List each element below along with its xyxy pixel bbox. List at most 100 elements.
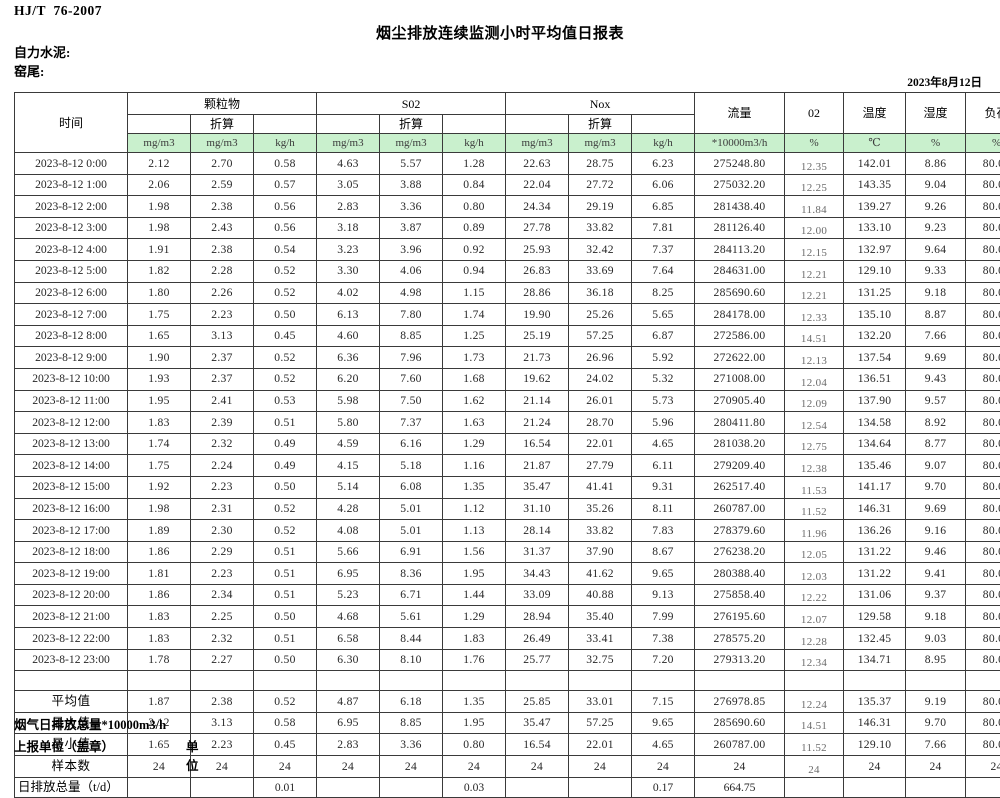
cell-nox-mgm3: 25.93 [506, 239, 569, 261]
cell-nox-kgh: 9.31 [632, 476, 695, 498]
unit-load: % [966, 134, 1000, 153]
cell-pm-mgm3: 1.83 [128, 606, 191, 628]
cell-humidity: 9.64 [906, 239, 966, 261]
summary-so2-mgm3: 6.95 [317, 712, 380, 734]
cell-so2-kgh: 1.29 [443, 606, 506, 628]
cell-time: 2023-8-12 1:00 [15, 174, 128, 196]
cell-time: 2023-8-12 19:00 [15, 563, 128, 585]
cell-so2-conv: 4.98 [380, 282, 443, 304]
report-page: HJ/T 76-2007 烟尘排放连续监测小时平均值日报表 自力水泥: 窑尾: … [0, 0, 1000, 753]
cell-pm-kgh: 0.53 [254, 390, 317, 412]
summary-so2-kgh: 1.35 [443, 691, 506, 713]
daily-total-o2 [785, 777, 844, 798]
cell-load: 80.00 [966, 433, 1000, 455]
cell-nox-kgh: 7.38 [632, 628, 695, 650]
cell-nox-conv: 29.19 [569, 196, 632, 218]
cell-nox-mgm3: 16.54 [506, 433, 569, 455]
cell-load: 80.00 [966, 347, 1000, 369]
cell-so2-kgh: 1.74 [443, 304, 506, 326]
cell-pm-kgh: 0.51 [254, 628, 317, 650]
table-spacer-row [15, 671, 1000, 691]
cell-humidity: 7.66 [906, 325, 966, 347]
summary-so2-conv: 8.85 [380, 712, 443, 734]
cell-nox-mgm3: 19.90 [506, 304, 569, 326]
cell-temp: 136.51 [844, 368, 906, 390]
cell-pm-mgm3: 1.75 [128, 304, 191, 326]
cell-load: 80.00 [966, 368, 1000, 390]
cell-o2: 12.13 [785, 347, 844, 369]
cell-humidity: 9.18 [906, 282, 966, 304]
summary-so2-mgm3: 4.87 [317, 691, 380, 713]
cell-nox-mgm3: 31.10 [506, 498, 569, 520]
cell-o2: 11.84 [785, 196, 844, 218]
cell-time: 2023-8-12 16:00 [15, 498, 128, 520]
cell-time: 2023-8-12 17:00 [15, 520, 128, 542]
cell-nox-mgm3: 28.86 [506, 282, 569, 304]
cell-pm-mgm3: 2.12 [128, 153, 191, 175]
cell-so2-conv: 7.80 [380, 304, 443, 326]
summary-load: 80.00 [966, 712, 1000, 734]
cell-humidity: 8.87 [906, 304, 966, 326]
cell-nox-conv: 24.02 [569, 368, 632, 390]
cell-nox-mgm3: 19.62 [506, 368, 569, 390]
cell-nox-kgh: 6.85 [632, 196, 695, 218]
cell-nox-mgm3: 24.34 [506, 196, 569, 218]
cell-so2-mgm3: 4.59 [317, 433, 380, 455]
cell-nox-kgh: 7.20 [632, 649, 695, 671]
cell-o2: 12.04 [785, 368, 844, 390]
cell-pm-conv: 2.27 [191, 649, 254, 671]
cell-so2-kgh: 1.25 [443, 325, 506, 347]
footer-unit-label: 单位 [186, 736, 199, 774]
cell-humidity: 9.41 [906, 563, 966, 585]
monitoring-point-name: 窑尾: [14, 61, 44, 80]
cell-load: 80.00 [966, 239, 1000, 261]
cell-pm-kgh: 0.52 [254, 498, 317, 520]
header-pm-kgh-blank [254, 115, 317, 134]
cell-o2: 12.25 [785, 174, 844, 196]
cell-humidity: 9.69 [906, 498, 966, 520]
cell-nox-kgh: 5.73 [632, 390, 695, 412]
cell-nox-conv: 35.26 [569, 498, 632, 520]
unit-pm-conv-mgm3: mg/m3 [191, 134, 254, 153]
cell-pm-kgh: 0.57 [254, 174, 317, 196]
cell-load: 80.00 [966, 541, 1000, 563]
cell-so2-mgm3: 5.98 [317, 390, 380, 412]
unit-nox-kgh: kg/h [632, 134, 695, 153]
cell-temp: 135.46 [844, 455, 906, 477]
summary-nox-kgh: 7.15 [632, 691, 695, 713]
cell-time: 2023-8-12 23:00 [15, 649, 128, 671]
summary-nox-conv: 33.01 [569, 691, 632, 713]
cell-time: 2023-8-12 14:00 [15, 455, 128, 477]
cell-flow: 275032.20 [695, 174, 785, 196]
cell-pm-conv: 2.38 [191, 239, 254, 261]
cell-humidity: 9.07 [906, 455, 966, 477]
cell-humidity: 9.69 [906, 347, 966, 369]
cell-load: 80.00 [966, 606, 1000, 628]
cell-nox-mgm3: 21.87 [506, 455, 569, 477]
cell-nox-kgh: 5.92 [632, 347, 695, 369]
cell-flow: 270905.40 [695, 390, 785, 412]
cell-nox-kgh: 4.65 [632, 433, 695, 455]
summary-pm-kgh: 0.45 [254, 734, 317, 756]
cell-flow: 278575.20 [695, 628, 785, 650]
cell-time: 2023-8-12 22:00 [15, 628, 128, 650]
cell-nox-conv: 28.75 [569, 153, 632, 175]
summary-pm-kgh: 24 [254, 756, 317, 778]
report-table-container: 时间 颗粒物 S02 Nox 流量 02 温度 湿度 负荷 折算 折算 [14, 92, 986, 798]
cell-so2-conv: 7.96 [380, 347, 443, 369]
header-so2-raw-blank [317, 115, 380, 134]
summary-nox-kgh: 9.65 [632, 712, 695, 734]
summary-o2: 24 [785, 756, 844, 778]
cell-nox-kgh: 7.37 [632, 239, 695, 261]
cell-pm-conv: 2.32 [191, 433, 254, 455]
cell-load: 80.00 [966, 153, 1000, 175]
cell-o2: 12.34 [785, 649, 844, 671]
cell-temp: 132.20 [844, 325, 906, 347]
